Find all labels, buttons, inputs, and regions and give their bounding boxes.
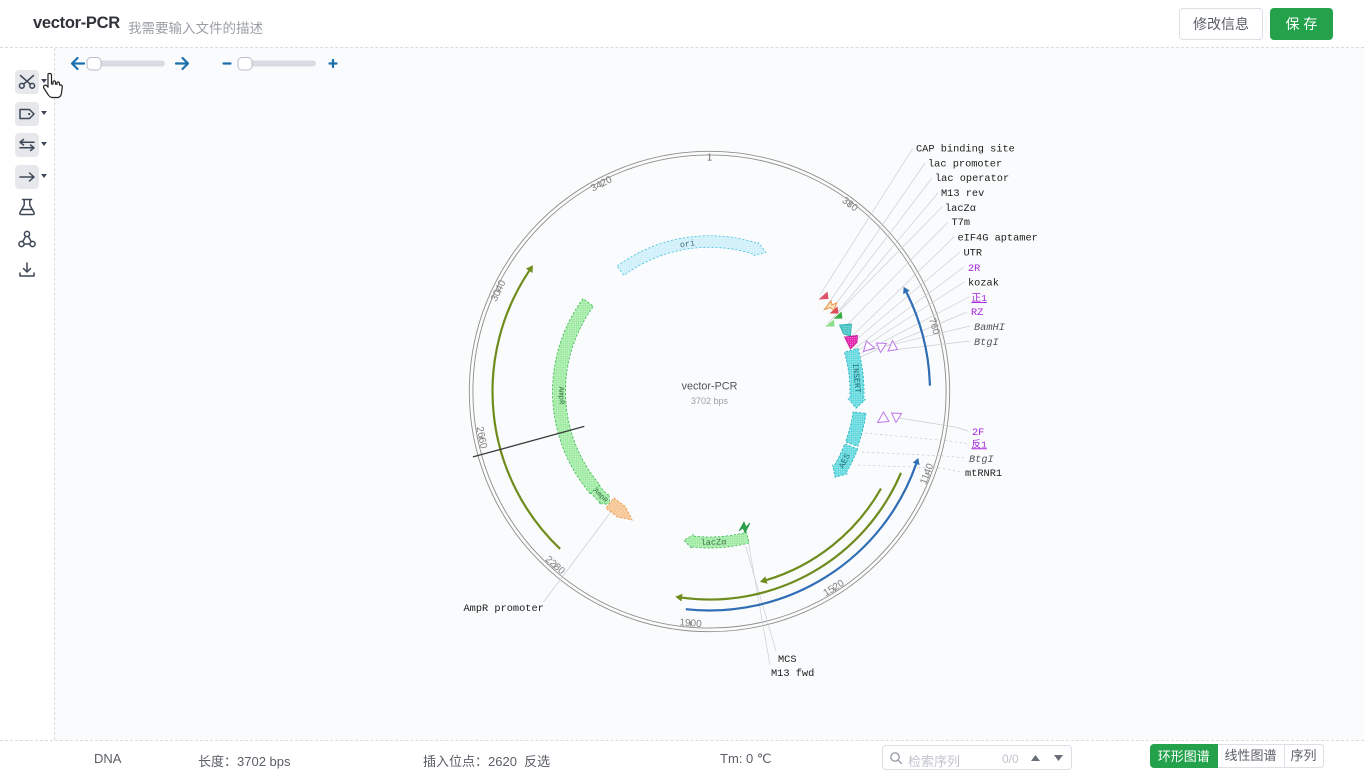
svg-text:1140: 1140	[918, 462, 936, 486]
svg-text:lacZα: lacZα	[945, 203, 976, 215]
svg-text:2F: 2F	[972, 427, 984, 439]
svg-text:1900: 1900	[679, 617, 703, 630]
svg-text:ori: ori	[679, 238, 696, 250]
svg-text:1520: 1520	[822, 578, 847, 599]
svg-text:AmpR promoter: AmpR promoter	[464, 603, 544, 615]
svg-text:2R: 2R	[968, 263, 980, 275]
svg-text:反1: 反1	[972, 439, 988, 450]
svg-text:T7m: T7m	[952, 217, 971, 229]
svg-text:BtgI: BtgI	[974, 337, 999, 349]
svg-text:M13 rev: M13 rev	[941, 188, 984, 200]
svg-text:2660: 2660	[474, 426, 489, 450]
svg-text:UTR: UTR	[964, 248, 983, 260]
svg-text:CAP binding site: CAP binding site	[916, 144, 1015, 156]
svg-text:lacZα: lacZα	[701, 537, 727, 548]
svg-text:1: 1	[707, 153, 713, 164]
svg-text:lac operator: lac operator	[935, 173, 1009, 185]
svg-text:760: 760	[926, 317, 941, 337]
svg-text:vector-PCR: vector-PCR	[682, 381, 738, 393]
svg-text:3420: 3420	[589, 174, 614, 194]
svg-text:eIF4G aptamer: eIF4G aptamer	[958, 233, 1038, 245]
svg-text:lac promoter: lac promoter	[928, 158, 1002, 170]
svg-text:AmpR: AmpR	[556, 387, 565, 406]
svg-text:BtgI: BtgI	[969, 454, 994, 466]
svg-text:3702 bps: 3702 bps	[691, 396, 729, 406]
svg-text:MCS: MCS	[778, 654, 797, 666]
svg-text:正1: 正1	[972, 293, 988, 304]
svg-text:M13 fwd: M13 fwd	[771, 668, 814, 680]
svg-text:kozak: kozak	[968, 278, 999, 290]
svg-text:3040: 3040	[489, 278, 509, 303]
svg-text:BamHI: BamHI	[974, 322, 1005, 334]
svg-text:2280: 2280	[543, 554, 567, 577]
svg-text:380: 380	[840, 195, 860, 214]
svg-text:INSERT: INSERT	[850, 363, 862, 394]
svg-text:RZ: RZ	[971, 307, 983, 319]
svg-text:mtRNR1: mtRNR1	[965, 468, 1002, 480]
